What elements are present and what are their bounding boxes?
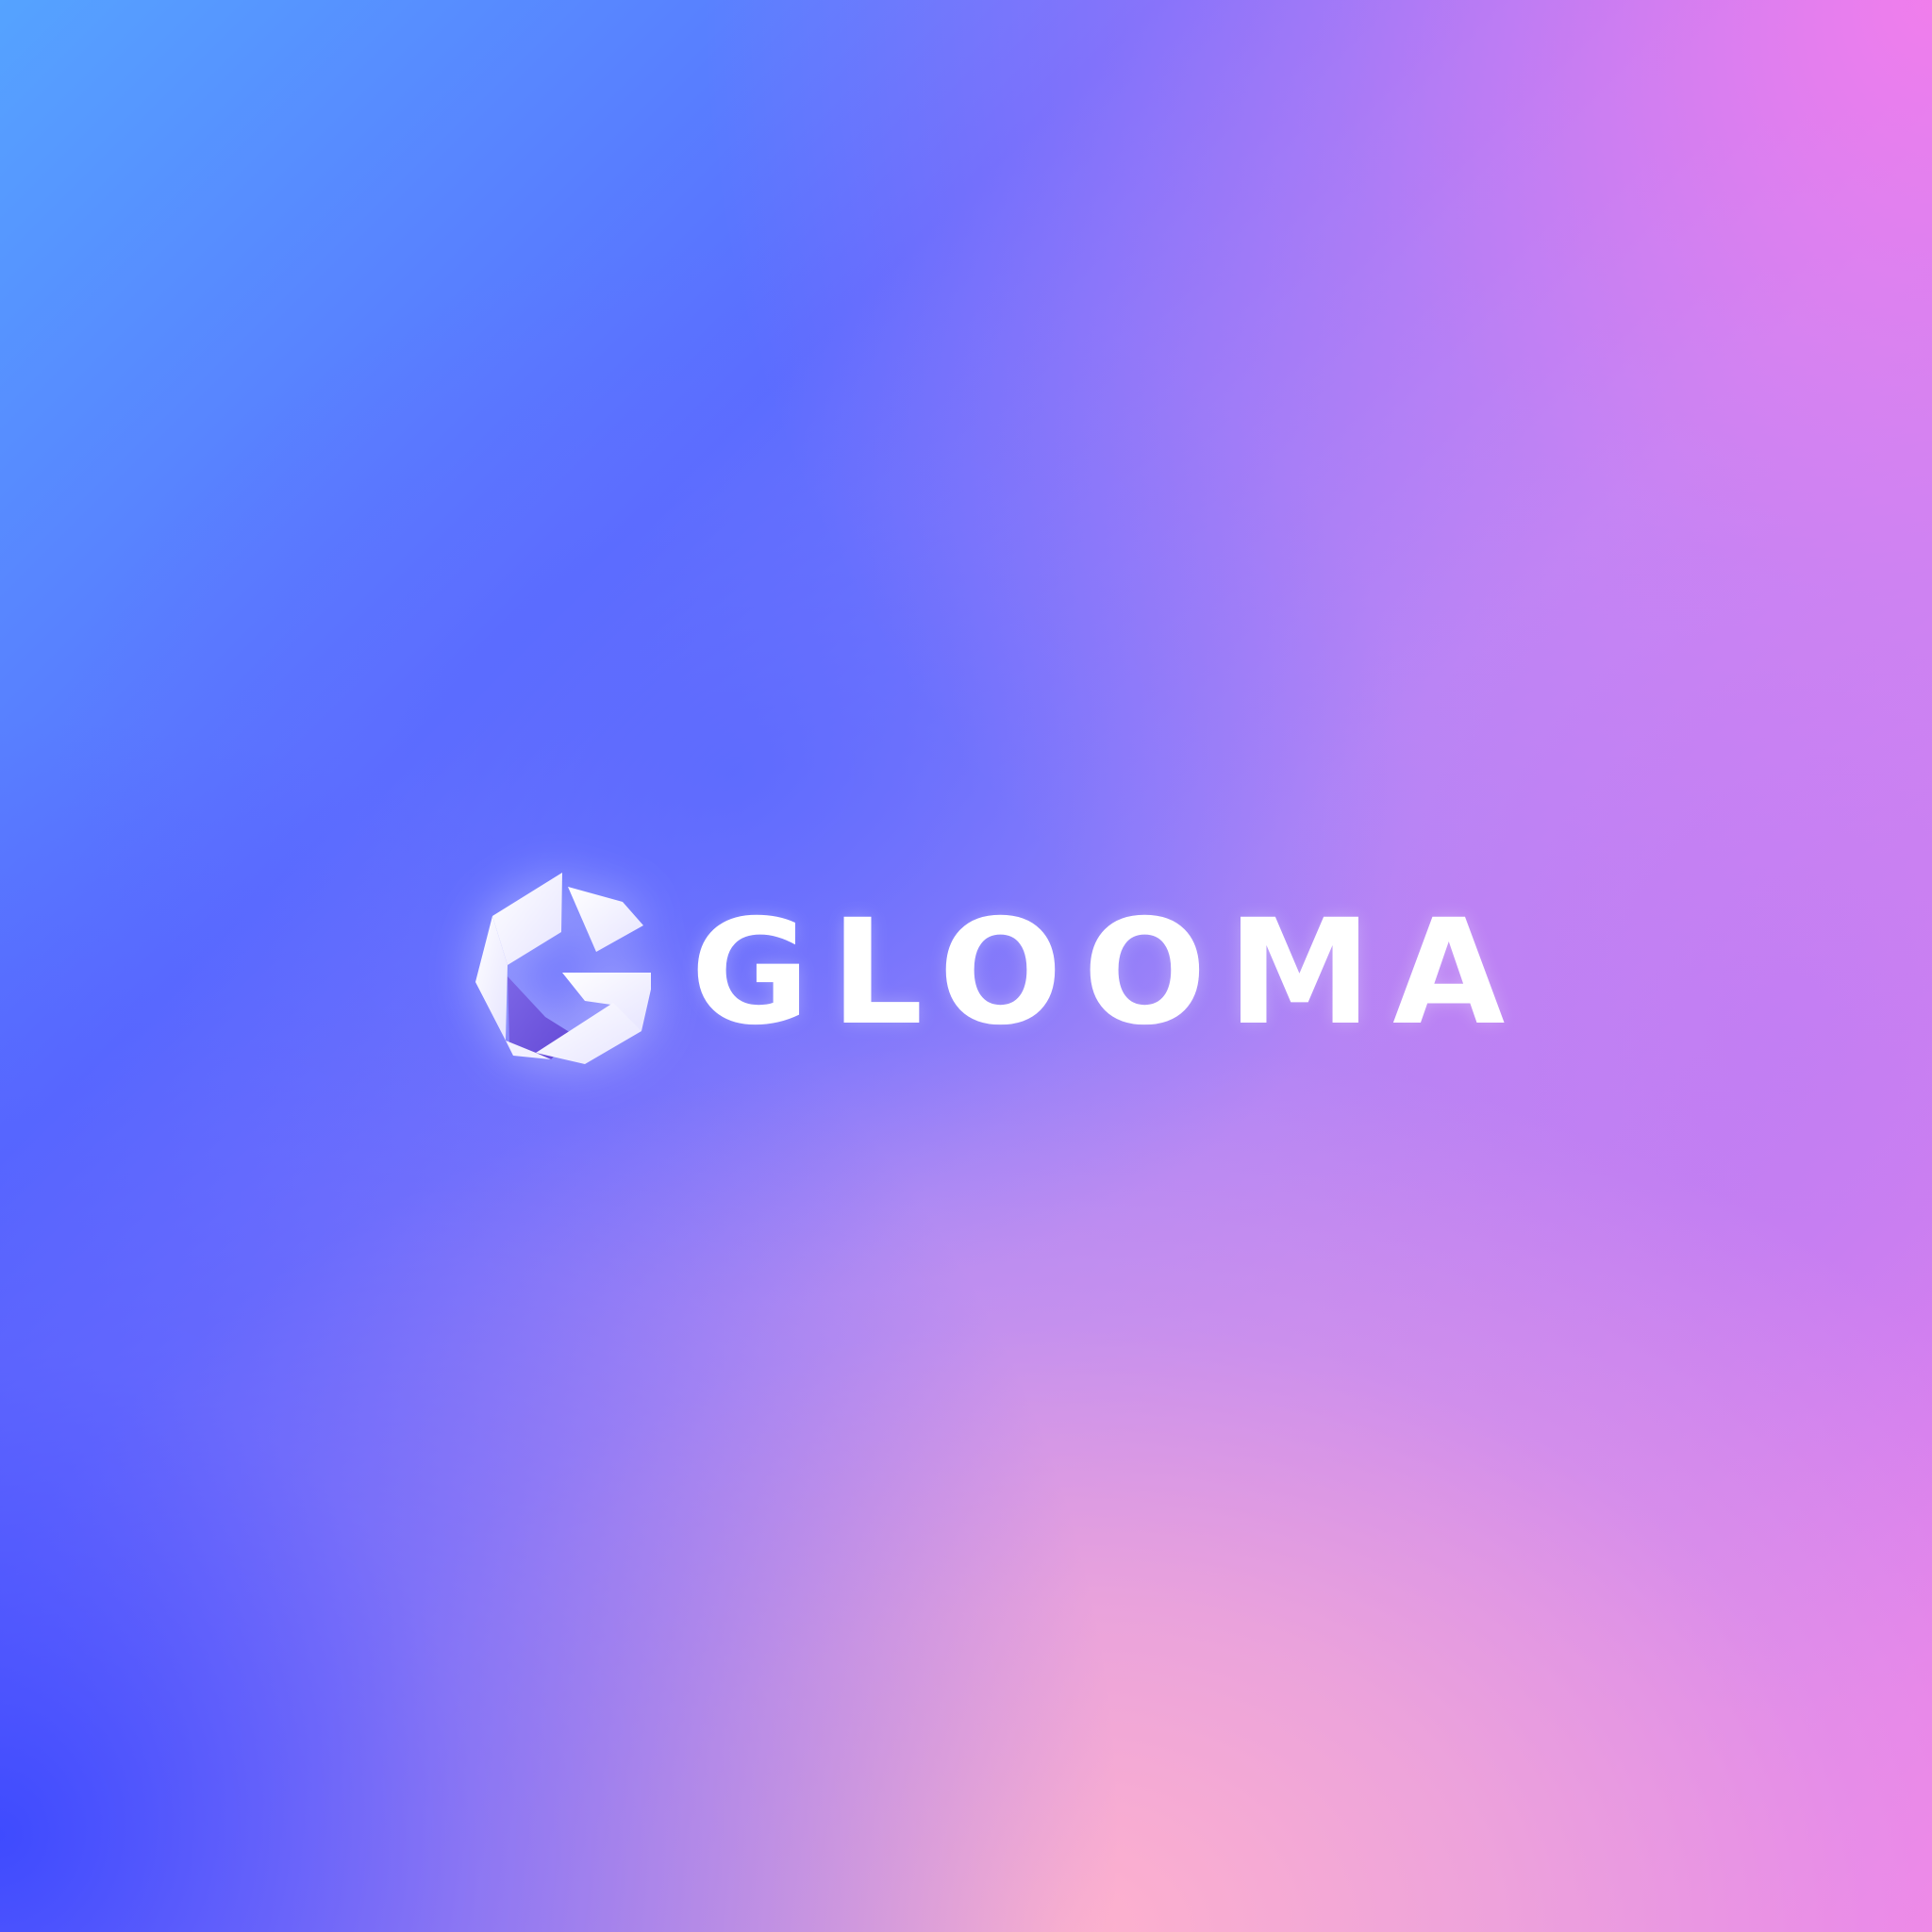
brand-logo-lockup: GLOOMA: [472, 868, 1505, 1071]
folded-ribbon-g-icon: [472, 871, 651, 1069]
brand-wordmark: GLOOMA: [691, 888, 1526, 1058]
